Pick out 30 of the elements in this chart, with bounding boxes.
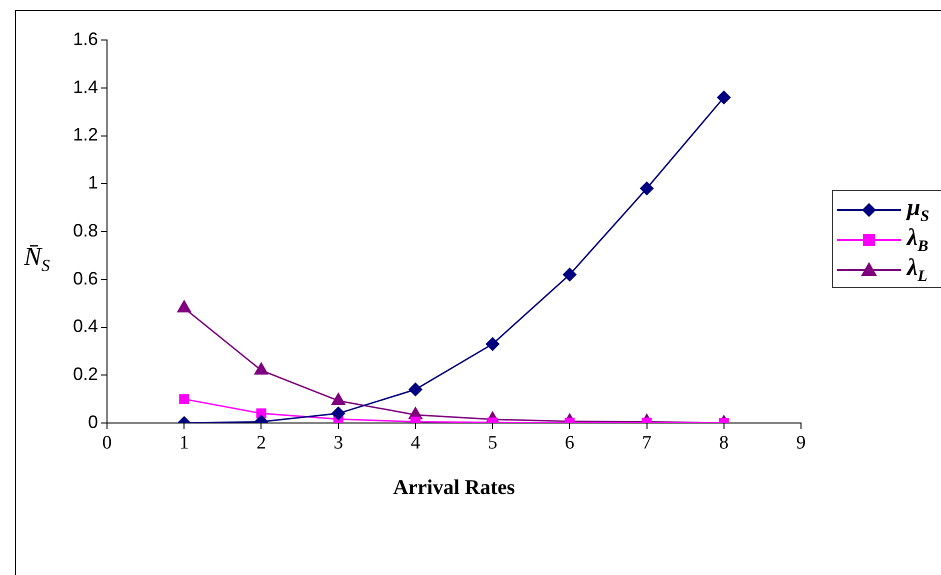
x-tick-label: 8	[719, 432, 729, 454]
x-tick-label: 3	[334, 432, 344, 454]
legend-label: μ$_{S}$	[907, 194, 930, 226]
x-tick-label: 9	[796, 432, 806, 454]
x-tick-label: 5	[488, 432, 498, 454]
legend-label: λ$_{B}$	[907, 224, 928, 256]
point	[332, 392, 346, 405]
y-tick-label: 1.2	[72, 124, 98, 145]
x-tick-label: 7	[642, 432, 652, 454]
x-tick-label: 4	[410, 432, 421, 454]
point	[177, 300, 191, 312]
point	[562, 268, 576, 282]
legend-label: λ$_{L}$	[907, 254, 928, 286]
x-tick-label: 0	[102, 432, 112, 454]
y-axis-title: N̄$_{S}$	[24, 242, 50, 276]
y-tick-label: 0.8	[72, 220, 98, 240]
point	[717, 90, 731, 104]
y-tick-label: 1.4	[72, 76, 98, 97]
x-axis-title: Arrival Rates	[393, 474, 515, 499]
y-tick-label: 0.2	[72, 364, 98, 384]
x-tick-label: 2	[256, 432, 266, 454]
x-tick-label: 6	[564, 432, 574, 454]
y-tick-label: 0	[88, 412, 98, 432]
point	[640, 182, 654, 196]
y-tick-label: 1	[88, 172, 98, 193]
point	[254, 362, 268, 375]
y-tick-label: 1.6	[72, 28, 98, 49]
y-tick-label: 0.6	[72, 268, 98, 288]
y-tick-label: 0.4	[72, 316, 98, 336]
x-tick-label: 1	[179, 432, 189, 454]
